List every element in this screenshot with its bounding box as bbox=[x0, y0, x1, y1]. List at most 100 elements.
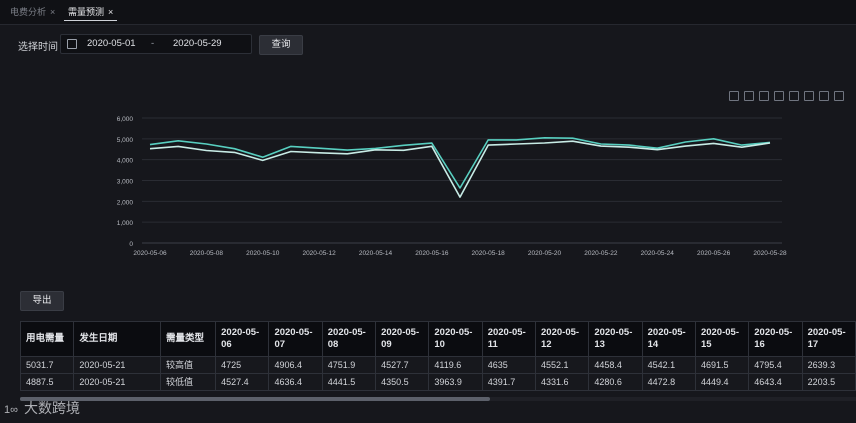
table-cell: 4725 bbox=[215, 356, 270, 374]
table-cell: 4472.8 bbox=[641, 373, 696, 391]
y-tick-label: 5,000 bbox=[117, 137, 134, 144]
line-type-icon[interactable] bbox=[759, 91, 769, 101]
save-image-icon[interactable] bbox=[834, 91, 844, 101]
zoom-icon[interactable] bbox=[729, 91, 739, 101]
table-cell: 2639.3 bbox=[801, 356, 856, 374]
table-cell: 4635 bbox=[481, 356, 537, 374]
col-header[interactable]: 2020-05-14 bbox=[641, 321, 696, 357]
table-cell: 4449.4 bbox=[694, 373, 750, 391]
y-tick-label: 3,000 bbox=[117, 179, 134, 186]
table-cell: 4795.4 bbox=[748, 356, 803, 374]
col-header[interactable]: 2020-05-15 bbox=[694, 321, 750, 357]
table-cell: 较低值 bbox=[159, 373, 217, 391]
table-cell: 2020-05-21 bbox=[73, 356, 161, 374]
restore-icon[interactable] bbox=[819, 91, 829, 101]
table-cell: 较高值 bbox=[159, 356, 217, 374]
x-tick-label: 2020-05-22 bbox=[584, 250, 618, 257]
table-cell: 2203.5 bbox=[801, 373, 856, 391]
series-line-2 bbox=[149, 140, 771, 198]
series-line-1 bbox=[149, 136, 771, 189]
col-header[interactable]: 2020-05-06 bbox=[215, 321, 270, 357]
query-button[interactable]: 查询 bbox=[259, 35, 303, 55]
y-tick-label: 1,000 bbox=[117, 220, 134, 227]
table-cell: 4441.5 bbox=[321, 373, 377, 391]
table-row: 4887.5 2020-05-21 较低值 4527.4 4636.4 4441… bbox=[20, 373, 856, 391]
horizontal-scrollbar[interactable] bbox=[20, 397, 856, 401]
stack-icon[interactable] bbox=[789, 91, 799, 101]
time-filter-label: 选择时间 bbox=[18, 42, 58, 53]
close-icon[interactable]: × bbox=[108, 7, 114, 17]
table-cell: 4643.4 bbox=[748, 373, 803, 391]
tab-bar: 电费分析 × 需量预测 × bbox=[0, 0, 856, 25]
close-icon[interactable]: × bbox=[50, 7, 56, 17]
col-header[interactable]: 2020-05-16 bbox=[748, 321, 803, 357]
x-tick-label: 2020-05-08 bbox=[190, 250, 224, 257]
start-date-input[interactable]: 2020-05-01 bbox=[87, 38, 136, 49]
table-cell: 4552.1 bbox=[535, 356, 590, 374]
col-header[interactable]: 需量类型 bbox=[159, 321, 217, 357]
x-tick-label: 2020-05-12 bbox=[302, 250, 336, 257]
chart-series bbox=[149, 136, 771, 198]
table-cell: 4331.6 bbox=[535, 373, 590, 391]
col-header[interactable]: 发生日期 bbox=[73, 321, 161, 357]
zoom-reset-icon[interactable] bbox=[744, 91, 754, 101]
table-cell: 4458.4 bbox=[588, 356, 643, 374]
tab-demand-forecast[interactable]: 需量预测 × bbox=[64, 4, 118, 21]
x-axis: 2020-05-06 2020-05-08 2020-05-10 2020-05-12… bbox=[133, 250, 787, 257]
y-tick-label: 0 bbox=[129, 241, 133, 248]
table-cell: 5031.7 bbox=[20, 356, 75, 374]
col-header[interactable]: 2020-05-17 bbox=[801, 321, 856, 357]
table-cell: 4906.4 bbox=[268, 356, 323, 374]
data-view-icon[interactable] bbox=[804, 91, 814, 101]
tab-label: 需量预测 bbox=[68, 7, 105, 17]
chart-grid bbox=[142, 117, 782, 244]
x-tick-label: 2020-05-10 bbox=[246, 250, 280, 257]
col-header[interactable]: 2020-05-09 bbox=[375, 321, 430, 357]
col-header[interactable]: 2020-05-12 bbox=[535, 321, 590, 357]
tab-electricity-analysis[interactable]: 电费分析 × bbox=[6, 4, 59, 20]
y-tick-label: 6,000 bbox=[117, 116, 134, 123]
export-button[interactable]: 导出 bbox=[20, 291, 64, 311]
end-date-input[interactable]: 2020-05-29 bbox=[173, 38, 222, 49]
chart-toolbox bbox=[724, 88, 844, 101]
table-cell: 4527.4 bbox=[215, 373, 270, 391]
date-separator: - bbox=[151, 38, 155, 49]
table-cell: 4391.7 bbox=[481, 373, 537, 391]
table-cell: 4636.4 bbox=[268, 373, 323, 391]
table-cell: 4350.5 bbox=[375, 373, 430, 391]
y-tick-label: 4,000 bbox=[117, 158, 134, 165]
x-tick-label: 2020-05-28 bbox=[753, 250, 787, 257]
table-cell: 4691.5 bbox=[694, 356, 750, 374]
calendar-icon bbox=[67, 39, 77, 49]
demand-line-chart: 0 1,000 2,000 3,000 4,000 5,000 6,000 2020-05-… bbox=[117, 116, 787, 257]
x-tick-label: 2020-05-20 bbox=[528, 250, 562, 257]
watermark: 1∞ 大数跨境 bbox=[4, 398, 80, 418]
table-cell: 4542.1 bbox=[641, 356, 696, 374]
watermark-logo: 1∞ bbox=[4, 404, 18, 416]
table-cell: 3963.9 bbox=[428, 373, 483, 391]
col-header[interactable]: 用电需量 bbox=[20, 321, 75, 357]
bar-type-icon[interactable] bbox=[774, 91, 784, 101]
data-table-container: 用电需量 发生日期 需量类型 2020-05-06 2020-05-07 202… bbox=[20, 321, 856, 397]
watermark-text: 大数跨境 bbox=[23, 400, 80, 416]
tab-label: 电费分析 bbox=[10, 7, 47, 17]
col-header[interactable]: 2020-05-07 bbox=[268, 321, 323, 357]
y-tick-label: 2,000 bbox=[117, 199, 134, 206]
table-cell: 4887.5 bbox=[20, 373, 75, 391]
table-row: 5031.7 2020-05-21 较高值 4725 4906.4 4751.9… bbox=[20, 356, 856, 374]
col-header[interactable]: 2020-05-13 bbox=[588, 321, 643, 357]
table-cell: 4527.7 bbox=[375, 356, 430, 374]
table-cell: 4280.6 bbox=[588, 373, 643, 391]
x-tick-label: 2020-05-26 bbox=[697, 250, 731, 257]
data-table: 用电需量 发生日期 需量类型 2020-05-06 2020-05-07 202… bbox=[20, 321, 856, 391]
table-cell: 2020-05-21 bbox=[73, 373, 161, 391]
col-header[interactable]: 2020-05-08 bbox=[321, 321, 377, 357]
x-tick-label: 2020-05-18 bbox=[472, 250, 506, 257]
date-range-picker[interactable]: 2020-05-01 - 2020-05-29 bbox=[60, 34, 252, 54]
table-header-row: 用电需量 发生日期 需量类型 2020-05-06 2020-05-07 202… bbox=[20, 321, 856, 357]
col-header[interactable]: 2020-05-11 bbox=[481, 321, 537, 357]
y-axis: 0 1,000 2,000 3,000 4,000 5,000 6,000 bbox=[117, 116, 134, 248]
x-tick-label: 2020-05-14 bbox=[359, 250, 393, 257]
col-header[interactable]: 2020-05-10 bbox=[428, 321, 483, 357]
scrollbar-thumb[interactable] bbox=[20, 397, 490, 401]
